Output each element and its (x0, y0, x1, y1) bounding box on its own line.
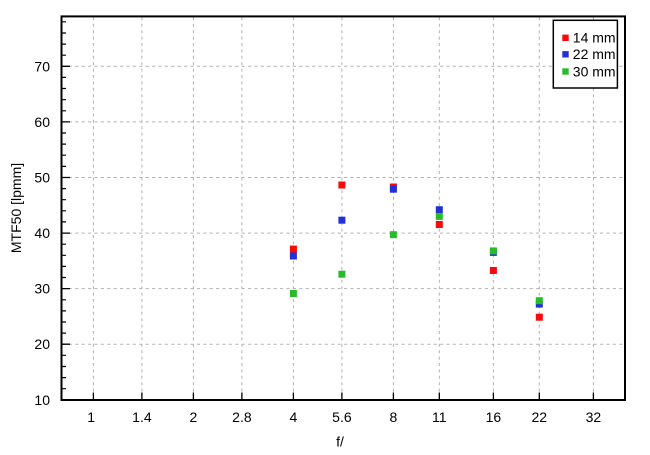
svg-text:14 mm: 14 mm (573, 30, 616, 46)
svg-text:5.6: 5.6 (332, 409, 352, 425)
svg-text:2.8: 2.8 (232, 409, 252, 425)
svg-text:20: 20 (34, 336, 50, 352)
svg-text:11: 11 (432, 409, 447, 425)
svg-text:16: 16 (486, 409, 502, 425)
svg-text:22 mm: 22 mm (573, 46, 616, 62)
svg-text:50: 50 (34, 170, 50, 186)
svg-text:10: 10 (34, 392, 50, 408)
svg-text:8: 8 (390, 409, 398, 425)
svg-text:1: 1 (87, 409, 95, 425)
svg-text:f/: f/ (336, 434, 344, 450)
svg-text:1.4: 1.4 (132, 409, 152, 425)
svg-text:MTF50 [lpmm]: MTF50 [lpmm] (8, 163, 24, 253)
svg-text:2: 2 (190, 409, 198, 425)
svg-text:32: 32 (586, 409, 602, 425)
svg-text:70: 70 (34, 58, 50, 74)
svg-text:22: 22 (532, 409, 548, 425)
svg-text:40: 40 (34, 225, 50, 241)
svg-text:30: 30 (34, 281, 50, 297)
svg-text:60: 60 (34, 114, 50, 130)
svg-text:4: 4 (290, 409, 298, 425)
svg-text:30 mm: 30 mm (573, 63, 616, 79)
